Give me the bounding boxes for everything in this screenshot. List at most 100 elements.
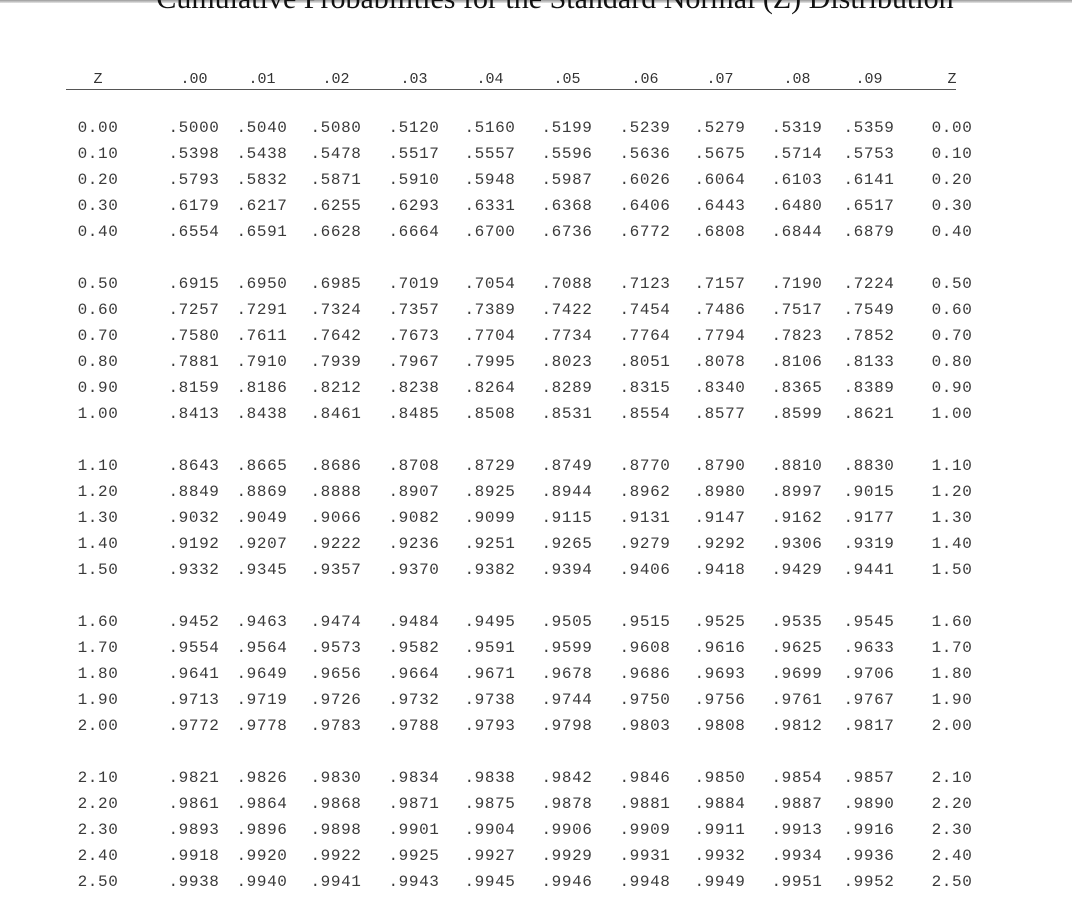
- probability-cell: .8413: [168, 405, 220, 423]
- table-row: 0.10 .5398 .5438 .5478 .5517 .5557 .5596 .5636.…: [0, 141, 1072, 167]
- table-row: 2.20 .9861 .9864 .9868 .9871 .9875 .9878 .9881.…: [0, 791, 1072, 817]
- z-value-left: 2.20: [77, 795, 119, 813]
- probability-cell: .8531: [541, 405, 593, 423]
- probability-cell: .6700: [464, 223, 516, 241]
- table-row: 1.80 .9641 .9649 .9656 .9664 .9671 .9678 .9686.…: [0, 661, 1072, 687]
- probability-cell: .8023: [541, 353, 593, 371]
- probability-cell: .9893: [168, 821, 220, 839]
- probability-cell: .7054: [464, 275, 516, 293]
- probability-cell: .6443: [694, 197, 746, 215]
- probability-cell: .6664: [388, 223, 440, 241]
- probability-cell: .6480: [771, 197, 823, 215]
- probability-cell: .9916: [843, 821, 895, 839]
- probability-cell: .6368: [541, 197, 593, 215]
- probability-cell: .9896: [236, 821, 288, 839]
- probability-cell: .9515: [619, 613, 671, 631]
- probability-cell: .9904: [464, 821, 516, 839]
- z-value-right: 1.90: [931, 691, 973, 709]
- column-header-z-left: Z: [93, 71, 103, 88]
- z-value-left: 0.20: [77, 171, 119, 189]
- z-value-right: 1.40: [931, 535, 973, 553]
- probability-cell: .6844: [771, 223, 823, 241]
- probability-cell: .9834: [388, 769, 440, 787]
- z-value-right: 2.10: [931, 769, 973, 787]
- probability-cell: .9032: [168, 509, 220, 527]
- probability-cell: .9452: [168, 613, 220, 631]
- probability-cell: .9251: [464, 535, 516, 553]
- probability-cell: .7673: [388, 327, 440, 345]
- table-row: 2.50 .9938 .9940 .9941 .9943 .9945 .9946 .9948.…: [0, 869, 1072, 895]
- probability-cell: .9861: [168, 795, 220, 813]
- probability-cell: .6985: [310, 275, 362, 293]
- probability-cell: .6736: [541, 223, 593, 241]
- probability-cell: .8770: [619, 457, 671, 475]
- probability-cell: .6772: [619, 223, 671, 241]
- probability-cell: .7454: [619, 301, 671, 319]
- probability-cell: .9857: [843, 769, 895, 787]
- column-header-09: .09: [855, 71, 883, 88]
- probability-cell: .9875: [464, 795, 516, 813]
- probability-cell: .7852: [843, 327, 895, 345]
- probability-cell: .9633: [843, 639, 895, 657]
- table-row: 1.50 .9332 .9345 .9357 .9370 .9382 .9394 .9406.…: [0, 557, 1072, 583]
- probability-cell: .5714: [771, 145, 823, 163]
- probability-cell: .9778: [236, 717, 288, 735]
- probability-cell: .9115: [541, 509, 593, 527]
- probability-cell: .6517: [843, 197, 895, 215]
- probability-cell: .9927: [464, 847, 516, 865]
- table-row: 0.50 .6915 .6950 .6985 .7019 .7054 .7088 .7123.…: [0, 271, 1072, 297]
- probability-cell: .9878: [541, 795, 593, 813]
- probability-cell: .9082: [388, 509, 440, 527]
- probability-cell: .8980: [694, 483, 746, 501]
- z-value-left: 0.00: [77, 119, 119, 137]
- table-row: 2.10 .9821 .9826 .9830 .9834 .9838 .9842 .9846.…: [0, 765, 1072, 791]
- table-row: 0.20 .5793 .5832 .5871 .5910 .5948 .5987 .6026.…: [0, 167, 1072, 193]
- probability-cell: .9319: [843, 535, 895, 553]
- probability-cell: .9934: [771, 847, 823, 865]
- probability-cell: .9830: [310, 769, 362, 787]
- probability-cell: .5199: [541, 119, 593, 137]
- probability-cell: .9808: [694, 717, 746, 735]
- table-row: 1.70 .9554 .9564 .9573 .9582 .9591 .9599 .9608.…: [0, 635, 1072, 661]
- probability-cell: .9952: [843, 873, 895, 891]
- probability-cell: .9370: [388, 561, 440, 579]
- probability-cell: .8577: [694, 405, 746, 423]
- probability-cell: .7910: [236, 353, 288, 371]
- probability-cell: .9649: [236, 665, 288, 683]
- probability-cell: .9846: [619, 769, 671, 787]
- probability-cell: .6331: [464, 197, 516, 215]
- probability-cell: .7389: [464, 301, 516, 319]
- probability-cell: .9726: [310, 691, 362, 709]
- probability-cell: .9608: [619, 639, 671, 657]
- probability-cell: .8643: [168, 457, 220, 475]
- table-row: 1.00 .8413 .8438 .8461 .8485 .8508 .8531 .8554.…: [0, 401, 1072, 427]
- probability-cell: .8461: [310, 405, 362, 423]
- probability-cell: .5438: [236, 145, 288, 163]
- probability-cell: .8962: [619, 483, 671, 501]
- probability-cell: .9929: [541, 847, 593, 865]
- probability-cell: .9678: [541, 665, 593, 683]
- z-value-right: 0.90: [931, 379, 973, 397]
- probability-cell: .8849: [168, 483, 220, 501]
- probability-cell: .9207: [236, 535, 288, 553]
- probability-cell: .7580: [168, 327, 220, 345]
- probability-cell: .9192: [168, 535, 220, 553]
- probability-cell: .9616: [694, 639, 746, 657]
- probability-cell: .6141: [843, 171, 895, 189]
- probability-cell: .9357: [310, 561, 362, 579]
- probability-cell: .9706: [843, 665, 895, 683]
- probability-cell: .9292: [694, 535, 746, 553]
- probability-cell: .9767: [843, 691, 895, 709]
- table-row: 1.30 .9032 .9049 .9066 .9082 .9099 .9115 .9131.…: [0, 505, 1072, 531]
- z-value-left: 0.40: [77, 223, 119, 241]
- probability-cell: .9441: [843, 561, 895, 579]
- probability-cell: .6064: [694, 171, 746, 189]
- column-header-08: .08: [783, 71, 811, 88]
- z-value-right: 2.00: [931, 717, 973, 735]
- probability-cell: .9162: [771, 509, 823, 527]
- z-value-right: 1.30: [931, 509, 973, 527]
- probability-cell: .7734: [541, 327, 593, 345]
- probability-cell: .9265: [541, 535, 593, 553]
- probability-cell: .7794: [694, 327, 746, 345]
- probability-cell: .9686: [619, 665, 671, 683]
